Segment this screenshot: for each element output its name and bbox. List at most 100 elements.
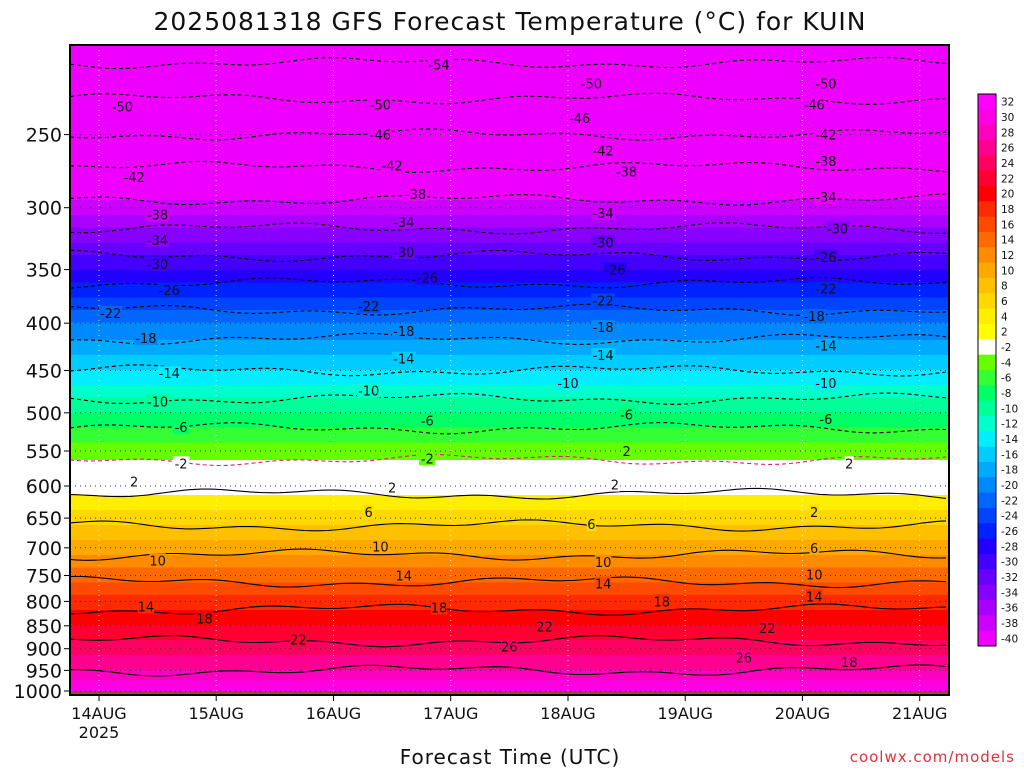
contour-label: -50	[581, 77, 602, 92]
contour-label: 2	[622, 445, 630, 460]
temperature-band	[70, 342, 949, 346]
temperature-band	[70, 675, 949, 679]
temperature-band	[70, 252, 949, 256]
temperature-band	[70, 130, 949, 134]
temperature-band	[70, 215, 949, 219]
contour-label-bg	[844, 456, 854, 471]
contour-label: -14	[815, 340, 836, 355]
temperature-band	[70, 447, 949, 451]
colorbar-label: 2	[1001, 327, 1008, 339]
temperature-band	[70, 195, 949, 199]
contour-label-bg	[145, 207, 170, 222]
temperature-band	[70, 180, 949, 184]
temperature-band	[70, 462, 949, 466]
contour-label-bg	[802, 309, 826, 324]
colorbar-label: -32	[1001, 572, 1018, 584]
temperature-band	[70, 630, 949, 634]
temperature-band	[70, 112, 949, 116]
temperature-band	[70, 260, 949, 264]
temperature-band	[70, 415, 949, 419]
temperature-band	[70, 445, 949, 449]
contour-label-bg	[368, 97, 393, 112]
temperature-band	[70, 45, 949, 49]
contour-label: -6	[421, 415, 434, 430]
temperature-band	[70, 407, 949, 411]
temperature-band	[70, 62, 949, 66]
contour-label-bg	[122, 170, 146, 185]
temperature-band	[70, 385, 949, 389]
temperature-band	[70, 185, 949, 189]
temperature-band	[70, 405, 949, 409]
contour-label: -30	[592, 236, 613, 251]
temperature-band	[70, 287, 949, 291]
temperature-band	[70, 427, 949, 431]
temperature-band	[70, 667, 949, 671]
colorbar-swatch	[978, 431, 996, 448]
temperature-band	[70, 455, 949, 459]
temperature-band	[70, 165, 949, 169]
contour-label-bg	[419, 451, 436, 466]
contour-label-bg	[134, 331, 158, 345]
temperature-band	[70, 560, 949, 564]
contour-label-bg	[653, 594, 670, 609]
temperature-band	[70, 530, 949, 534]
temperature-band	[70, 507, 949, 511]
temperature-band	[70, 247, 949, 251]
colorbar-label: 14	[1001, 235, 1015, 247]
temperature-band	[70, 505, 949, 509]
colorbar-label: -34	[1001, 587, 1018, 599]
temperature-band	[70, 397, 949, 401]
temperature-band	[70, 132, 949, 136]
y-tick-label: 1000	[14, 681, 62, 703]
contour-label-bg	[814, 189, 838, 204]
temperature-band	[70, 555, 949, 559]
contour-label: -26	[159, 284, 180, 299]
temperature-band	[70, 302, 949, 306]
temperature-band	[70, 437, 949, 441]
contour-label: 10	[806, 569, 823, 584]
temperature-band	[70, 552, 949, 556]
contour-label-bg	[172, 456, 190, 471]
contour-label: -34	[815, 191, 836, 206]
temperature-band	[70, 417, 949, 421]
contour-label-bg	[129, 474, 139, 489]
temperature-band	[70, 412, 949, 416]
x-tick-label: 17AUG	[423, 704, 478, 723]
temperature-band	[70, 192, 949, 196]
temperature-band	[70, 392, 949, 396]
contour-label-bg	[603, 262, 627, 277]
contour-label: -2	[175, 457, 188, 472]
temperature-band	[70, 620, 949, 624]
temperature-band	[70, 572, 949, 576]
contour-label: -38	[405, 188, 426, 203]
temperature-band	[70, 117, 949, 121]
temperature-band	[70, 85, 949, 89]
temperature-band	[70, 325, 949, 329]
contour-label-bg	[825, 221, 850, 236]
contour-label: -46	[370, 129, 391, 144]
temperature-band	[70, 152, 949, 156]
temperature-band	[70, 105, 949, 109]
contour-label-bg	[387, 480, 397, 495]
temperature-band	[70, 367, 949, 371]
colorbar-label: -18	[1001, 465, 1018, 477]
temperature-band	[70, 632, 949, 636]
y-tick-label: 600	[26, 476, 62, 498]
colorbar-swatch	[978, 278, 996, 294]
temperature-band	[70, 230, 949, 234]
temperature-band	[70, 607, 949, 611]
contour-label: 10	[595, 556, 612, 571]
temperature-band	[70, 637, 949, 641]
temperature-band	[70, 100, 949, 104]
temperature-band	[70, 670, 949, 674]
temperature-band	[70, 535, 949, 539]
y-tick-label: 700	[26, 538, 62, 560]
temperature-band	[70, 457, 949, 461]
contour-label-bg	[356, 298, 381, 313]
contour-label: -14	[159, 367, 180, 382]
contour-label: -22	[815, 283, 836, 298]
y-tick-label: 450	[26, 361, 62, 383]
contour-label: -18	[135, 332, 156, 347]
contour-label: -42	[381, 160, 402, 175]
temperature-band	[70, 205, 949, 209]
